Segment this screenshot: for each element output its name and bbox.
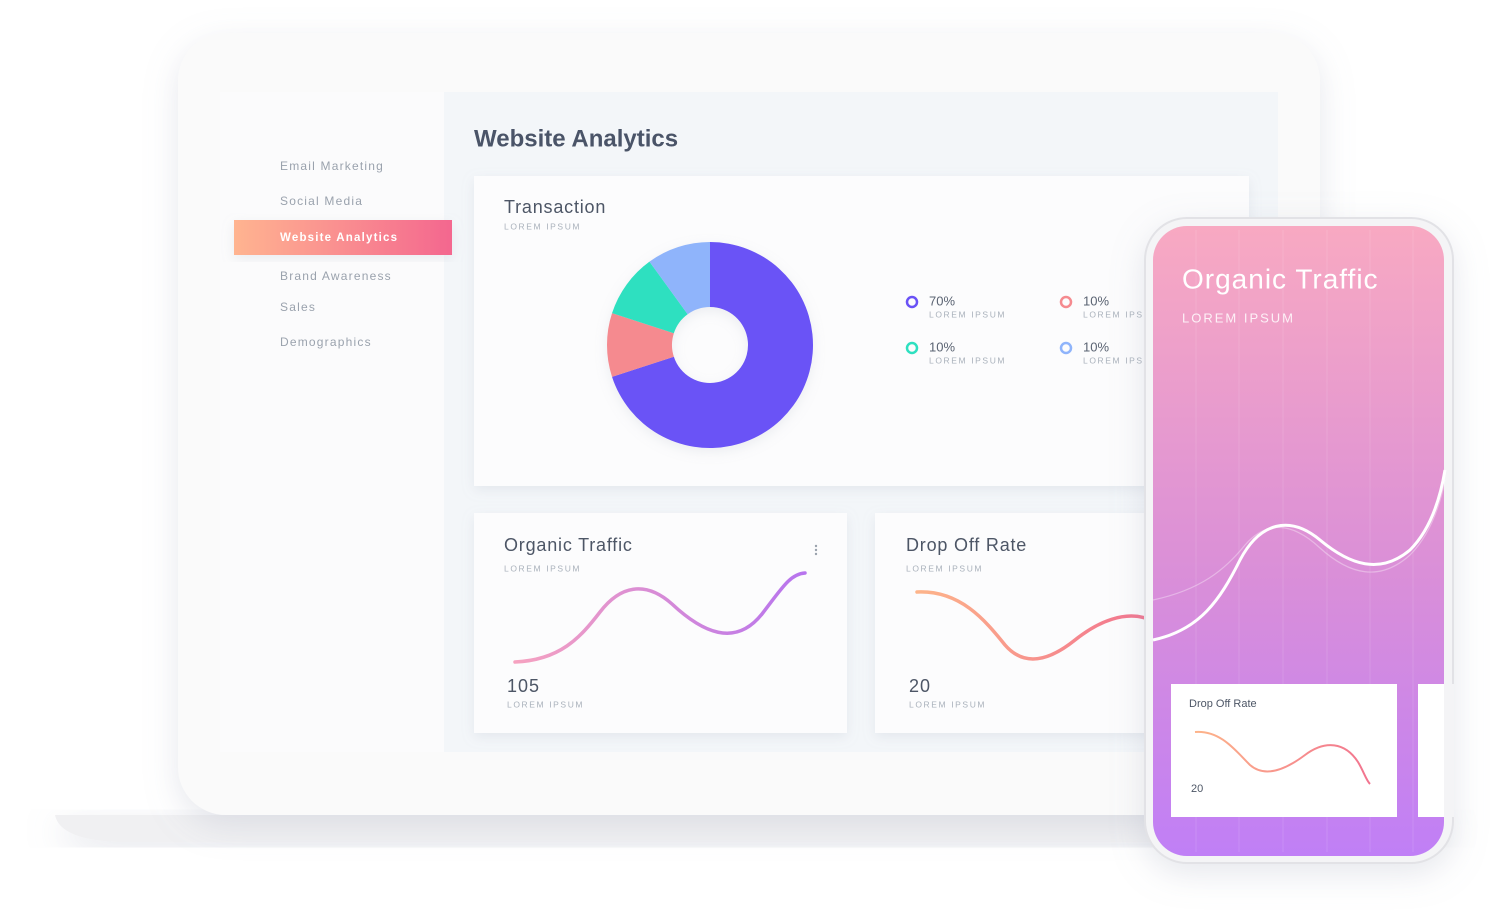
phone-card-next xyxy=(1418,684,1448,817)
legend-caption: LOREM IPSUM xyxy=(1083,355,1160,365)
phone-card-line xyxy=(1194,730,1371,785)
card-value: 20 xyxy=(909,676,931,696)
card-value: 105 xyxy=(507,676,540,696)
legend-marker xyxy=(1059,295,1073,309)
transaction-card xyxy=(474,176,1249,486)
page-title: Website Analytics xyxy=(474,125,678,152)
legend-label: 10% xyxy=(1083,293,1109,308)
sidebar xyxy=(220,92,444,752)
legend-caption: LOREM IPSUM xyxy=(929,309,1006,319)
phone-subtitle: LOREM IPSUM xyxy=(1182,310,1295,325)
phone-card-value: 20 xyxy=(1191,783,1203,795)
legend-caption: LOREM IPSUM xyxy=(1083,309,1160,319)
nav-item[interactable]: Email Marketing xyxy=(280,159,384,173)
nav-item[interactable]: Demographics xyxy=(280,335,372,349)
donut-segment xyxy=(649,242,710,315)
donut-segment xyxy=(612,261,688,334)
donut-segment xyxy=(607,313,674,377)
legend-marker xyxy=(1059,341,1073,355)
legend-label: 10% xyxy=(1083,339,1109,354)
sidebar-nav: Email Marketing Social Media Website Analy… xyxy=(234,159,452,349)
laptop-base xyxy=(55,815,1450,842)
phone-title: Organic Traffic xyxy=(1182,263,1379,294)
nav-item[interactable]: Sales xyxy=(280,300,316,314)
card-subtitle: LOREM IPSUM xyxy=(906,563,983,573)
card-title: Transaction xyxy=(504,197,606,217)
legend-label: 10% xyxy=(929,339,955,354)
trend-line xyxy=(513,571,807,664)
phone-line xyxy=(1152,469,1447,642)
card-title: Organic Traffic xyxy=(504,535,633,555)
nav-active xyxy=(234,220,452,255)
phone-line-faint xyxy=(1152,479,1446,601)
card-title: Drop Off Rate xyxy=(906,535,1027,555)
organic-card xyxy=(474,513,847,733)
legend-marker xyxy=(905,341,919,355)
phone-card xyxy=(1171,684,1397,817)
legend-caption: LOREM IPSUM xyxy=(929,355,1006,365)
nav-item[interactable]: Social Media xyxy=(280,194,363,208)
menu-dots[interactable] xyxy=(814,544,818,556)
card-subtitle: LOREM IPSUM xyxy=(504,563,581,573)
donut-segment xyxy=(612,242,814,448)
phone-card-title: Drop Off Rate xyxy=(1189,698,1257,710)
card-subtitle: LOREM IPSUM xyxy=(504,221,581,231)
card-caption: LOREM IPSUM xyxy=(507,699,584,709)
trend-line xyxy=(915,590,1147,661)
nav-item[interactable]: Brand Awareness xyxy=(280,269,392,283)
phone-edge xyxy=(1444,684,1454,817)
card-caption: LOREM IPSUM xyxy=(909,699,986,709)
nav-item[interactable]: Website Analytics xyxy=(280,232,398,244)
legend-marker xyxy=(905,295,919,309)
legend-label: 70% xyxy=(929,293,955,308)
donut xyxy=(607,242,814,448)
